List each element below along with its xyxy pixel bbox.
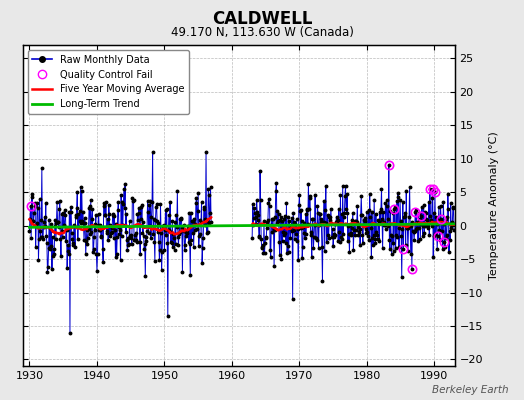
Y-axis label: Temperature Anomaly (°C): Temperature Anomaly (°C) [488,131,498,280]
Legend: Raw Monthly Data, Quality Control Fail, Five Year Moving Average, Long-Term Tren: Raw Monthly Data, Quality Control Fail, … [28,50,189,114]
Text: Berkeley Earth: Berkeley Earth [432,385,508,395]
Text: 49.170 N, 113.630 W (Canada): 49.170 N, 113.630 W (Canada) [171,26,353,39]
Text: CALDWELL: CALDWELL [212,10,312,28]
